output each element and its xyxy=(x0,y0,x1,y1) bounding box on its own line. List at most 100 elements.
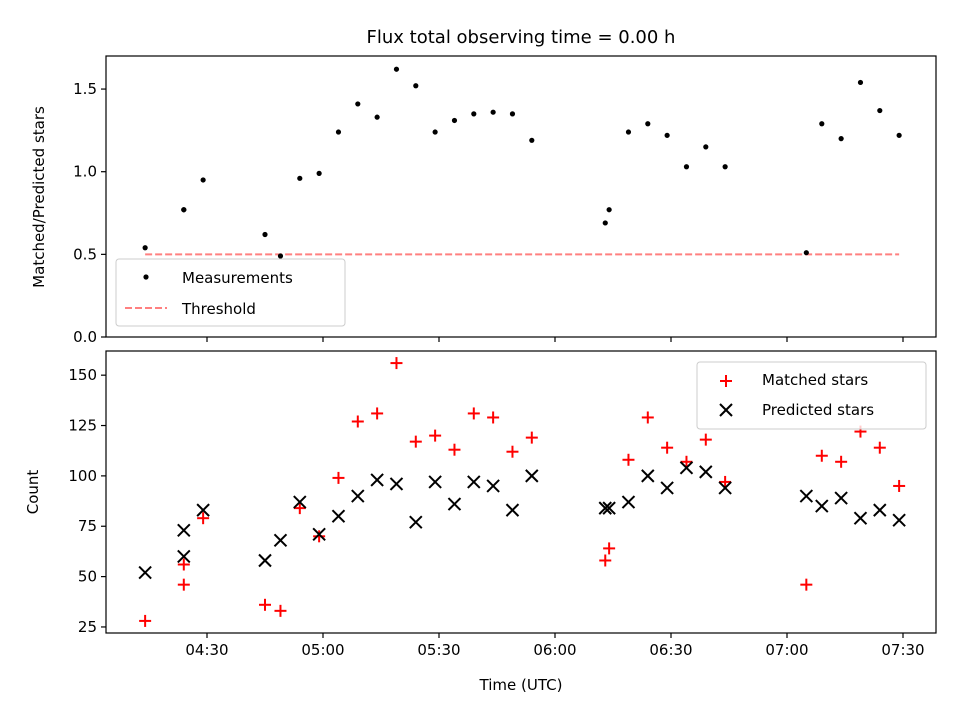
matched-star-point xyxy=(371,407,384,420)
chart-title: Flux total observing time = 0.00 h xyxy=(367,27,676,48)
legend-threshold-label: Threshold xyxy=(181,300,256,318)
predicted-star-point xyxy=(621,495,636,509)
predicted-star-point xyxy=(505,503,520,517)
predicted-star-point xyxy=(815,499,829,513)
predicted-star-point xyxy=(428,475,442,489)
matched-star-point xyxy=(293,502,306,515)
legend-matched-marker xyxy=(720,375,732,387)
x-tick-label: 06:30 xyxy=(649,641,692,659)
measurement-point xyxy=(509,111,516,117)
predicted-star-point xyxy=(138,565,152,580)
count-y-axis-title: Count xyxy=(24,470,42,515)
predicted-star-point xyxy=(853,511,868,525)
predicted-star-point xyxy=(660,481,674,495)
measurement-point xyxy=(606,207,612,213)
y-tick-label: 75 xyxy=(78,517,97,535)
predicted-star-point xyxy=(641,469,655,483)
y-tick-label: 100 xyxy=(68,467,97,485)
y-tick-label: 50 xyxy=(78,568,97,586)
x-tick-label: 06:00 xyxy=(533,641,576,659)
matched-star-point xyxy=(719,475,732,488)
x-tick-label: 05:30 xyxy=(417,641,460,659)
matched-star-point xyxy=(487,411,500,424)
predicted-star-point xyxy=(598,501,612,515)
measurement-point xyxy=(451,117,458,124)
measurement-point xyxy=(471,111,477,117)
measurement-point xyxy=(857,79,864,86)
predicted-star-point xyxy=(892,513,906,527)
matched-star-point xyxy=(351,415,364,428)
measurement-point xyxy=(335,129,342,135)
predicted-star-point xyxy=(370,473,384,487)
measurement-point xyxy=(413,83,419,89)
predicted-star-point xyxy=(525,469,539,483)
ratio-y-ticks: 0.0 0.5 1.0 1.5 xyxy=(73,80,106,346)
predicted-star-point xyxy=(799,489,814,503)
predicted-star-point xyxy=(409,515,423,529)
matched-star-point xyxy=(390,357,403,370)
measurement-point xyxy=(142,245,148,251)
predicted-star-point xyxy=(177,523,191,537)
matched-star-point xyxy=(259,598,271,611)
ratio-panel: 0.0 0.5 1.0 1.5 Matched/Predicted stars Mea… xyxy=(30,55,937,346)
predicted-star-point xyxy=(447,497,462,511)
matched-star-point xyxy=(197,512,210,525)
predicted-star-point xyxy=(258,553,272,568)
count-legend-box xyxy=(696,361,927,430)
y-tick-label: 150 xyxy=(68,366,97,384)
measurement-point xyxy=(896,132,902,138)
predicted-star-point xyxy=(602,501,616,515)
ratio-legend-box xyxy=(115,258,346,327)
matched-star-point xyxy=(177,558,190,571)
legend-predicted-label: Predicted stars xyxy=(762,401,874,419)
matched-star-point xyxy=(873,441,886,454)
x-tick-label: 07:00 xyxy=(765,641,808,659)
measurement-point xyxy=(200,177,206,183)
predicted-star-point xyxy=(834,491,848,505)
measurement-point xyxy=(355,101,361,107)
measurement-point xyxy=(490,109,496,115)
predicted-star-point xyxy=(351,489,365,503)
predicted-star-point xyxy=(293,495,307,509)
predicted-star-point xyxy=(467,475,481,489)
ratio-y-axis-title: Matched/Predicted stars xyxy=(30,106,48,288)
measurement-point xyxy=(645,121,651,127)
matched-star-point xyxy=(599,554,612,567)
ratio-x-ticks xyxy=(206,337,904,342)
matched-star-point xyxy=(699,433,712,446)
ratio-legend: Measurements Threshold xyxy=(115,258,346,327)
predicted-star-point xyxy=(312,527,326,542)
measurement-point xyxy=(393,66,400,72)
ratio-plot-area xyxy=(142,66,902,259)
matched-star-point xyxy=(622,453,635,466)
x-tick-label: 05:00 xyxy=(301,641,344,659)
measurement-point xyxy=(625,129,632,135)
count-axes-frame xyxy=(105,350,937,634)
measurement-point xyxy=(262,231,268,238)
measurement-point xyxy=(374,114,380,120)
count-plot-area xyxy=(138,357,906,627)
matched-star-point xyxy=(641,411,654,424)
y-tick-label: 125 xyxy=(68,417,97,435)
matched-star-point xyxy=(835,455,848,468)
predicted-star-point xyxy=(699,465,713,479)
measurement-point xyxy=(803,250,809,256)
count-panel: 25 50 75 100 125 150 04:30 05:00 05:30 06:00 06:3… xyxy=(24,350,937,694)
measurement-point xyxy=(664,132,670,138)
matched-star-point xyxy=(448,443,461,456)
matched-star-point xyxy=(177,578,190,591)
y-tick-label: 0.5 xyxy=(73,245,97,263)
predicted-star-point xyxy=(873,503,887,517)
predicted-star-point xyxy=(177,549,191,564)
matched-star-point xyxy=(680,455,693,468)
measurement-point xyxy=(877,107,883,114)
matched-star-point xyxy=(467,407,480,420)
matched-star-point xyxy=(893,479,906,492)
legend-measurements-marker xyxy=(143,274,149,280)
predicted-star-point xyxy=(273,533,288,548)
matched-star-point xyxy=(429,429,442,442)
measurement-point xyxy=(683,164,690,170)
predicted-star-point xyxy=(718,481,732,495)
predicted-star-point xyxy=(196,503,210,517)
